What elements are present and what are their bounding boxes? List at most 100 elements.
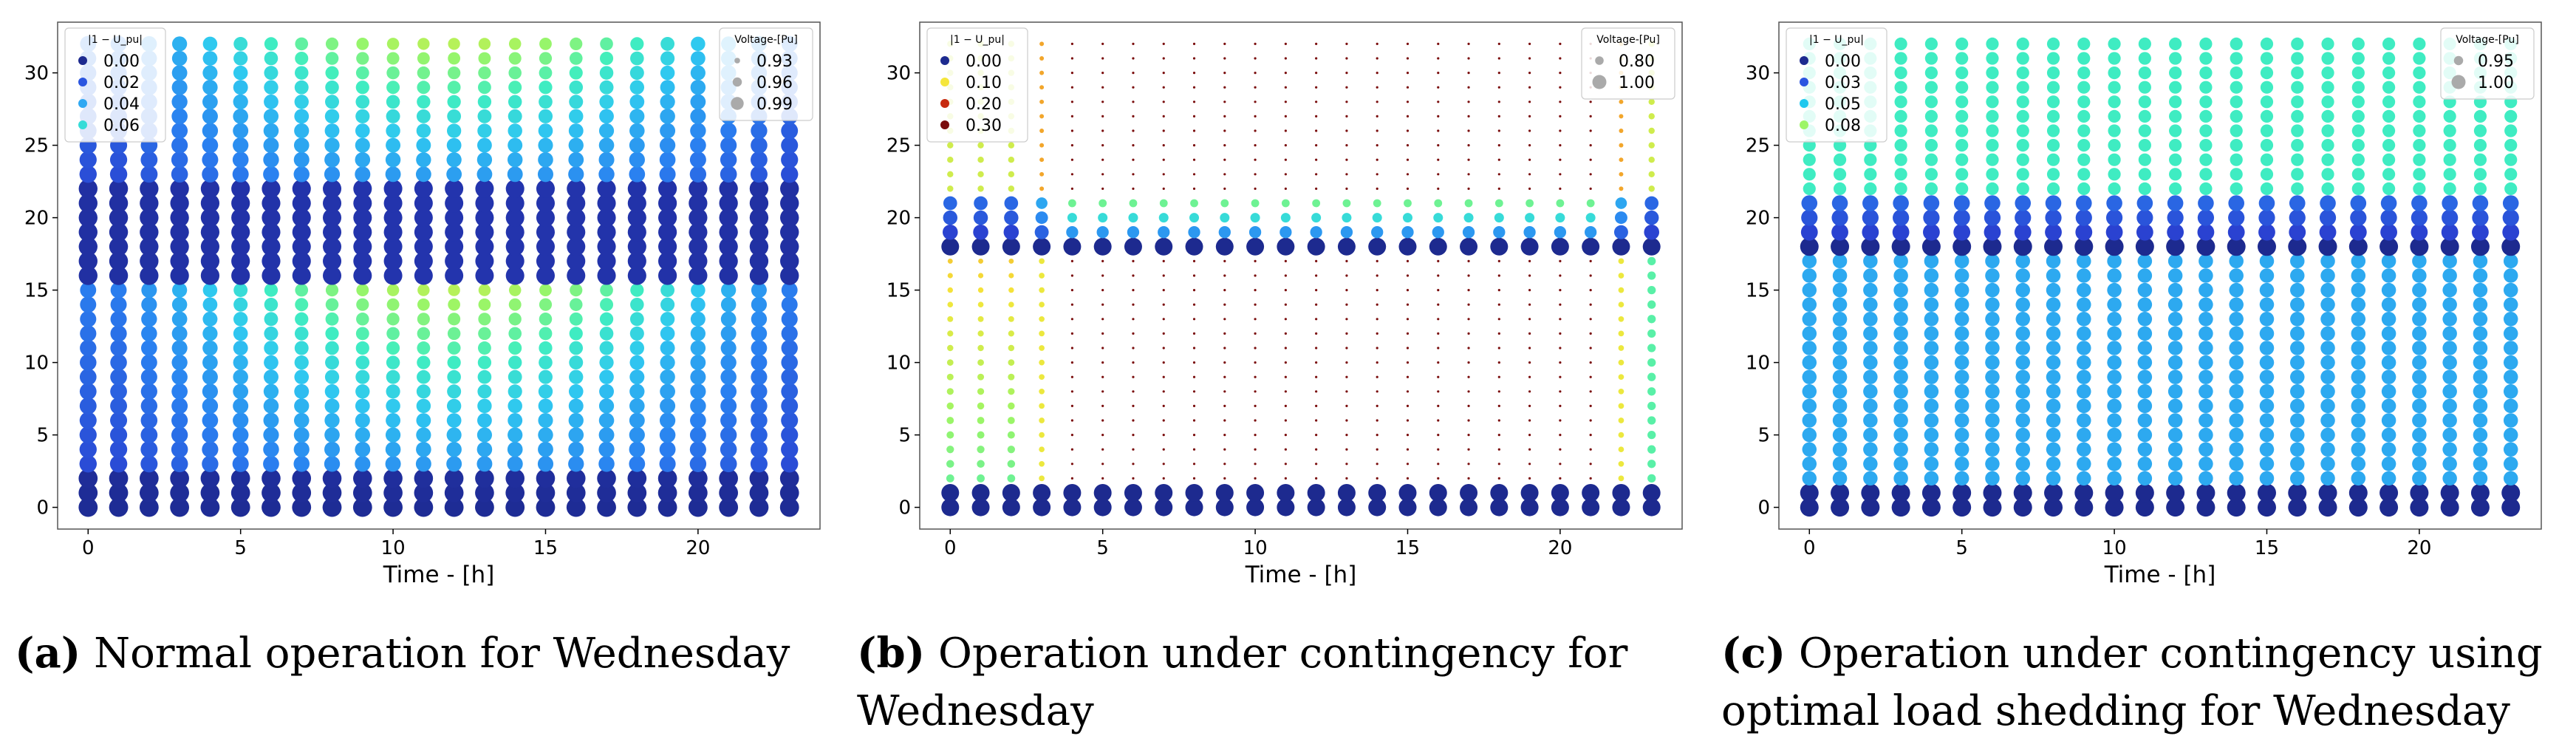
point-h21-b18 [1582,237,1600,256]
point-h8-b28 [325,95,340,109]
point-h14-b29 [1376,86,1378,89]
point-h16-b14 [570,298,583,311]
point-h15-b14 [2259,297,2275,312]
point-h3-b3 [1893,457,1908,471]
point-h0-b2 [946,474,954,483]
point-h9-b22 [2077,182,2091,195]
point-h4-b18 [1063,237,1082,256]
point-h5-b3 [1954,457,1969,471]
point-h1-b0 [1831,498,1850,517]
point-h13-b30 [1345,72,1348,75]
point-h19-b0 [657,497,677,517]
point-h12-b8 [447,384,462,399]
point-h18-b21 [1494,199,1503,208]
point-h7-b8 [2015,384,2030,399]
point-h0-b9 [946,373,954,381]
point-h23-b15 [2503,282,2518,298]
point-h22-b6 [2473,413,2488,428]
y-tick-label-a-30: 30 [24,63,49,85]
point-h10-b3 [385,456,401,472]
point-h15-b25 [538,137,553,153]
point-h6-b32 [1986,37,1999,50]
point-h18-b23 [629,166,646,183]
y-tick-label-c-15: 15 [1746,280,1770,302]
point-h20-b27 [690,108,706,124]
point-h3-b7 [1039,403,1045,409]
point-h2-b22 [1008,185,1015,192]
point-h15-b15 [1406,289,1410,292]
size-legend-marker-c-1 [2451,75,2466,89]
point-h8-b27 [1192,115,1196,117]
point-h21-b6 [720,412,737,429]
point-h16-b19 [2289,223,2306,241]
point-h18-b13 [1497,318,1500,321]
point-h11-b14 [1284,303,1287,306]
point-h21-b18 [2440,237,2459,256]
point-h5-b32 [1955,37,1969,50]
point-h2-b14 [1008,301,1014,308]
point-h4-b30 [202,65,218,81]
point-h19-b25 [1528,144,1531,147]
point-h11-b29 [2138,81,2151,94]
point-h5-b7 [1101,404,1104,408]
point-h6-b24 [1986,153,1999,166]
point-h0-b12 [80,325,97,342]
point-h1-b5 [109,426,128,444]
point-h1-b2 [1832,471,1848,486]
point-h5-b32 [1101,42,1104,46]
point-h10-b14 [386,298,400,311]
point-h13-b22 [2199,182,2213,195]
point-h17-b23 [2321,168,2334,181]
point-h17-b29 [1467,86,1470,89]
x-tick-label-c-5: 5 [1955,537,1968,559]
point-h14-b24 [1376,158,1378,161]
point-h8-b25 [324,137,340,153]
color-legend-label-b-0: 0.00 [966,52,1002,71]
point-h23-b14 [781,296,798,313]
point-h19-b24 [659,151,676,168]
point-h15-b21 [536,194,555,213]
point-h5-b24 [232,151,249,168]
point-h18-b27 [1497,115,1500,117]
point-h20-b0 [2410,498,2429,517]
point-h9-b18 [1215,237,1234,256]
point-h12-b17 [1315,259,1318,262]
point-h6-b15 [1132,289,1135,292]
point-h18-b29 [629,80,645,95]
point-h22-b8 [2473,384,2488,399]
point-h1-b1 [971,484,990,502]
point-h17-b30 [1467,72,1470,75]
point-h0-b5 [79,426,97,444]
point-h4-b7 [202,398,219,415]
point-h11-b17 [414,251,433,270]
color-legend-label-c-1: 0.03 [1825,74,1861,92]
point-h3-b15 [171,282,188,298]
point-h6-b23 [1986,168,1999,181]
point-h5-b29 [1101,86,1104,89]
point-h1-b7 [1832,398,1848,414]
point-h16-b9 [569,369,584,384]
color-legend-marker-b-0 [940,56,949,65]
point-h8-b29 [325,80,339,95]
point-h17-b7 [1467,404,1470,408]
point-h0-b10 [946,359,954,366]
point-h1-b7 [110,397,128,415]
point-h9-b7 [2077,398,2091,414]
point-h17-b25 [2321,139,2334,152]
point-h4-b25 [1070,144,1073,147]
point-h15-b22 [1406,187,1410,190]
point-h9-b32 [2077,37,2091,50]
point-h9-b5 [2077,427,2091,443]
point-h10-b8 [386,384,400,399]
point-h8-b14 [325,298,339,311]
point-h23-b7 [781,397,799,415]
point-h11-b31 [417,52,430,65]
point-h23-b21 [1644,196,1659,211]
point-h19-b4 [1528,448,1531,451]
point-h16-b21 [2289,195,2306,211]
point-h3-b26 [1039,129,1045,133]
point-h0-b16 [1802,268,1817,283]
point-h16-b24 [2291,153,2304,166]
point-h4-b28 [202,94,218,110]
point-h1-b9 [977,373,985,381]
